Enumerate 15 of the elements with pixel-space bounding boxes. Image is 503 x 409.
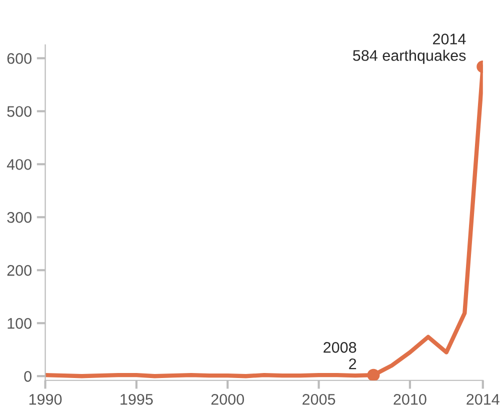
x-tick-label: 2010 xyxy=(394,394,426,405)
x-tick-label: 2005 xyxy=(302,394,336,405)
y-tick-label: 400 xyxy=(6,159,32,170)
y-tick-label: 600 xyxy=(7,53,32,64)
y-tick-label: 200 xyxy=(7,265,32,276)
annotation: 2008 2 xyxy=(324,342,356,370)
x-tick-label: 2000 xyxy=(211,394,244,405)
y-tick-label: 500 xyxy=(7,106,32,117)
x-tick-label: 1995 xyxy=(120,394,153,405)
x-tick-label: 2014 xyxy=(466,394,500,405)
y-tick-label: 0 xyxy=(24,371,32,382)
x-tick-label: 1990 xyxy=(29,394,62,405)
y-tick-label: 300 xyxy=(7,212,32,223)
y-tick-label: 100 xyxy=(8,318,32,329)
annotation: 2014 584 earthquakes xyxy=(353,34,466,64)
